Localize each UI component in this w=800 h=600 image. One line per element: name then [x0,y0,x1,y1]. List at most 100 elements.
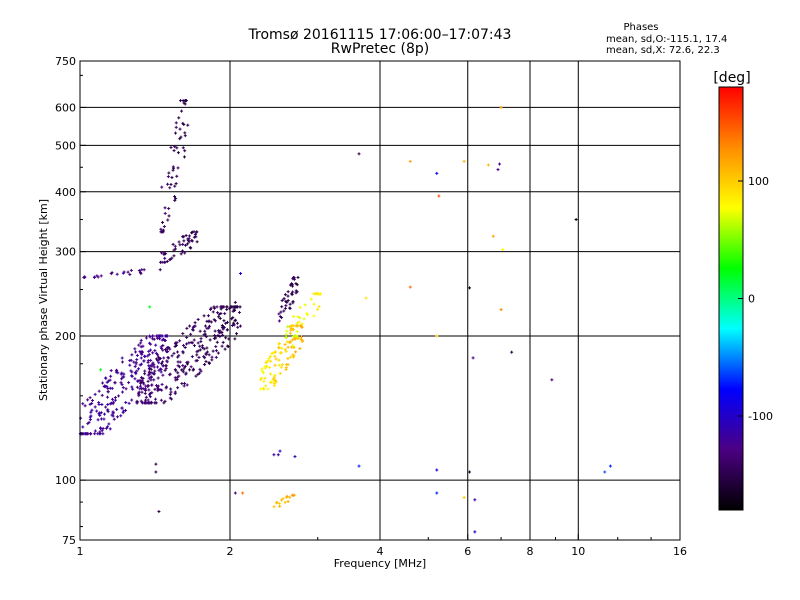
data-point [128,363,132,367]
data-point [159,398,163,402]
x-axis-label: Frequency [MHz] [334,557,426,570]
data-point [150,364,154,368]
data-point [195,359,199,363]
data-point [88,402,92,406]
data-point [199,369,203,373]
data-point [289,326,293,330]
data-point [468,286,472,290]
data-point [175,174,179,178]
data-point [141,401,145,405]
y-tick-label: 400 [55,186,76,199]
data-point [187,341,191,345]
data-point [98,432,102,436]
data-point [296,315,300,319]
data-point [196,372,200,376]
data-point [141,376,145,380]
data-point [198,344,202,348]
data-point [219,312,223,316]
data-point [93,392,97,396]
data-point [499,308,503,312]
data-point [295,330,299,334]
data-point [139,338,143,342]
data-point [501,248,505,252]
data-point [110,271,114,275]
data-point [181,364,185,368]
data-point [174,125,178,129]
data-point [159,251,163,255]
data-point [278,371,282,375]
data-point [166,182,170,186]
data-point [135,353,139,357]
data-point [146,373,150,377]
data-point [98,411,102,415]
data-point [277,342,281,346]
data-point [152,337,156,341]
data-point [215,305,219,309]
data-point [473,530,477,534]
data-point [168,186,172,190]
data-point [205,319,209,323]
data-point [127,381,131,385]
data-point [114,368,118,372]
data-point [143,372,147,376]
data-point [318,292,322,296]
data-point [290,283,294,287]
data-point [174,197,178,201]
data-point [183,131,187,135]
data-point [259,378,263,382]
data-point [90,408,94,412]
colorbar-ticks: 100 0 -100 [738,175,773,423]
data-point [274,501,278,505]
data-point [462,495,466,499]
data-point [177,374,181,378]
data-point [164,366,168,370]
data-point [129,268,133,272]
data-point [278,504,282,508]
data-point [182,343,186,347]
data-point [238,324,242,328]
chart-title: Tromsø 20161115 17:06:00–17:07:43 [248,27,512,43]
y-tick-label: 500 [55,139,76,152]
data-point [121,411,125,415]
data-point [272,453,276,457]
data-point [276,453,280,457]
data-point [298,316,302,320]
data-point [204,360,208,364]
data-point [170,256,174,260]
data-point [141,380,145,384]
data-point [165,334,169,338]
y-tick-label: 100 [55,474,76,487]
data-point [153,387,157,391]
data-point [96,418,100,422]
data-point [295,283,299,287]
data-point [149,378,153,382]
data-point [149,348,153,352]
data-point [277,363,281,367]
data-point [265,359,269,363]
data-point [295,324,299,328]
data-point [170,397,174,401]
data-point [159,345,163,349]
data-point [147,376,151,380]
data-point [173,392,177,396]
data-point [156,365,160,369]
data-point [83,404,87,408]
data-point [232,323,236,327]
data-point [106,403,110,407]
data-point [603,470,607,474]
data-point [195,353,199,357]
data-point [296,275,300,279]
data-point [198,367,202,371]
data-point [135,358,139,362]
data-point [184,371,188,375]
data-point [216,351,220,355]
y-tick-label: 200 [55,330,76,343]
data-point [168,392,172,396]
data-point [137,390,141,394]
data-point [181,351,185,355]
y-tick-label: 75 [62,534,76,547]
data-point [550,378,554,382]
data-point [120,356,124,360]
grid-lines [80,61,680,540]
